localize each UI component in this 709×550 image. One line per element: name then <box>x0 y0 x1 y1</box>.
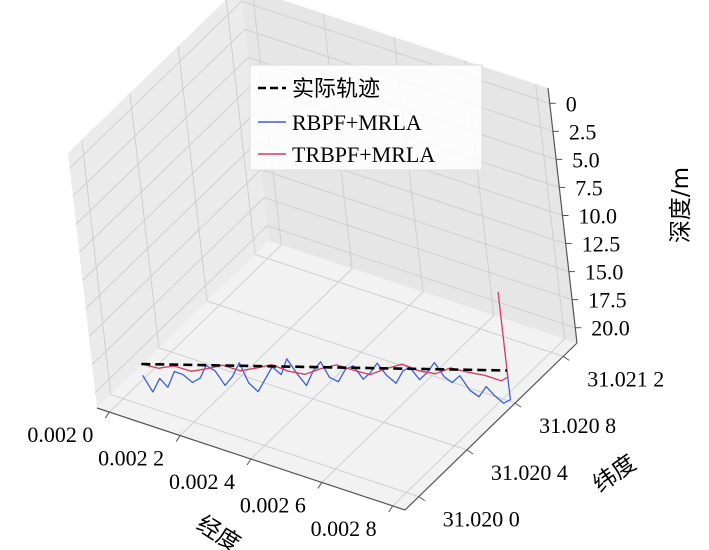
x-tick-mark <box>388 505 394 513</box>
x-tick-mark <box>246 458 252 466</box>
z-axis-label: 深度/m <box>668 167 694 243</box>
left-wall-pane <box>68 0 269 408</box>
series-line-2 <box>141 291 509 382</box>
legend-label-trbpf: TRBPF+MRLA <box>292 142 435 167</box>
z-gridline <box>94 225 576 394</box>
tick-labels: 0.002 00.002 20.002 40.002 60.002 8 31.02… <box>27 91 664 541</box>
z-tick-label: 10.0 <box>579 204 618 229</box>
x-axis-label: 经度 <box>192 511 245 550</box>
x-tick-label: 0.002 0 <box>27 422 93 447</box>
x-tick-label: 0.002 2 <box>98 446 164 471</box>
y-axis-line <box>404 342 578 511</box>
y-gridline <box>225 0 564 357</box>
y-tick-label: 31.020 4 <box>491 460 568 485</box>
y-tick-mark <box>514 402 522 408</box>
legend-label-actual: 实际轨迹 <box>292 77 380 102</box>
x-tick-label: 0.002 4 <box>169 469 235 494</box>
x-tick-label: 0.002 8 <box>311 516 377 541</box>
x-tick-mark <box>175 435 181 442</box>
y-gridline <box>129 92 468 451</box>
y-tick-mark <box>466 449 474 455</box>
x-tick-mark <box>317 482 323 489</box>
y-tick-mark <box>562 355 570 361</box>
legend-label-rbpf: RBPF+MRLA <box>292 110 422 135</box>
x-tick-label: 0.002 6 <box>240 492 306 517</box>
y-tick-label: 31.020 8 <box>539 413 616 438</box>
trajectories <box>141 291 512 404</box>
z-tick-label: 12.5 <box>582 232 621 257</box>
z-tick-label: 0 <box>566 91 577 116</box>
legend: 实际轨迹 RBPF+MRLA TRBPF+MRLA <box>249 64 483 171</box>
z-tick-label: 15.0 <box>585 260 624 285</box>
y-axis-label: 纬度 <box>589 450 642 498</box>
series-line-0 <box>141 362 508 372</box>
x-gridline <box>392 83 566 507</box>
y-tick-mark <box>418 496 426 502</box>
x-tick-mark <box>104 411 110 419</box>
y-gridline <box>81 139 419 498</box>
legend-box <box>249 64 483 171</box>
z-tick-label: 5.0 <box>572 147 600 172</box>
z-tick-label: 17.5 <box>588 288 627 313</box>
z-tick-label: 7.5 <box>575 175 603 200</box>
z-tick-label: 2.5 <box>569 119 597 144</box>
z-gridline <box>91 197 573 365</box>
y-tick-label: 31.020 0 <box>443 507 520 532</box>
z-tick-label: 20.0 <box>591 316 630 341</box>
y-tick-label: 31.021 2 <box>587 366 664 391</box>
